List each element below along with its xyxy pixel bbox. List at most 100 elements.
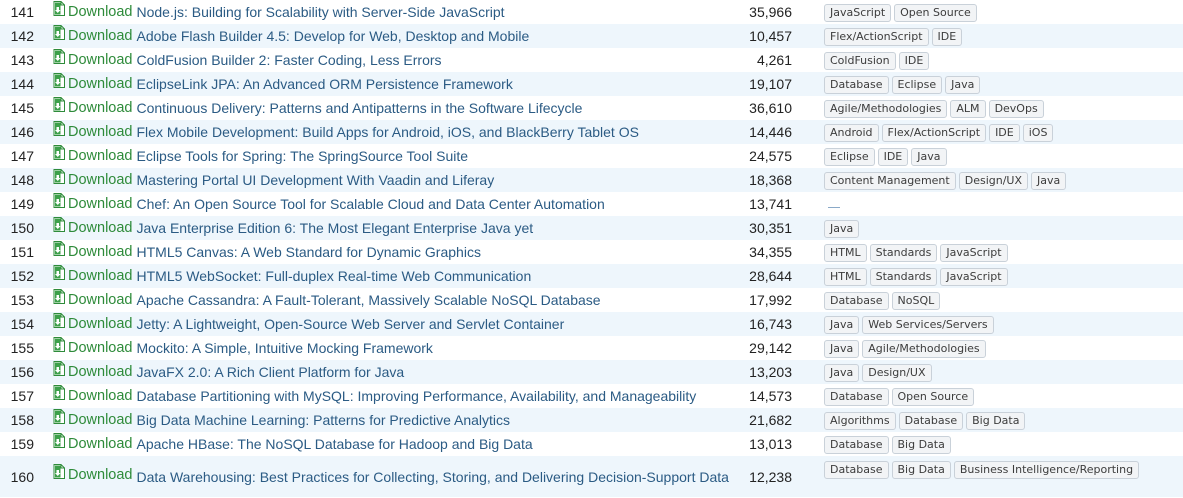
download-link[interactable]: Download xyxy=(52,385,133,404)
refcard-title-link[interactable]: HTML5 Canvas: A Web Standard for Dynamic… xyxy=(136,244,481,260)
view-count: 10,457 xyxy=(749,28,792,44)
view-count: 16,743 xyxy=(749,316,792,332)
tag-badge[interactable]: Java xyxy=(824,340,860,358)
tag-badge[interactable]: IDE xyxy=(989,124,1020,142)
download-link[interactable]: Download xyxy=(52,463,133,483)
tag-badge[interactable]: Web Services/Servers xyxy=(862,316,994,334)
tag-badge[interactable]: HTML xyxy=(824,244,867,262)
download-link[interactable]: Download xyxy=(52,49,133,68)
view-count: 13,013 xyxy=(749,436,792,452)
refcard-title-link[interactable]: HTML5 WebSocket: Full-duplex Real-time W… xyxy=(136,268,532,284)
download-link[interactable]: Download xyxy=(52,25,133,44)
tag-badge[interactable]: Database xyxy=(824,436,889,454)
tag-badge[interactable]: IDE xyxy=(877,148,909,166)
refcard-title-link[interactable]: Data Warehousing: Best Practices for Col… xyxy=(136,468,729,485)
tag-badge[interactable]: Java xyxy=(911,148,947,166)
row-number: 146 xyxy=(10,124,34,140)
tag-badge[interactable]: Agile/Methodologies xyxy=(824,100,948,118)
download-link[interactable]: Download xyxy=(52,337,133,356)
tag-badge[interactable]: ALM xyxy=(950,100,986,118)
tag-badge[interactable]: Java xyxy=(824,316,860,334)
refcard-title-link[interactable]: Apache HBase: The NoSQL Database for Had… xyxy=(136,436,533,452)
table-row: 159 Download Apache HBase: The NoSQL Dat… xyxy=(0,432,1183,456)
refcard-title-link[interactable]: Chef: An Open Source Tool for Scalable C… xyxy=(136,196,605,212)
view-count: 34,355 xyxy=(749,244,792,260)
row-number: 154 xyxy=(10,316,34,332)
refcard-title-link[interactable]: Continuous Delivery: Patterns and Antipa… xyxy=(136,100,583,116)
tag-list: JavaScript Open Source xyxy=(820,0,1183,24)
tag-badge[interactable]: Algorithms xyxy=(824,412,896,430)
tag-badge[interactable]: Big Data xyxy=(891,436,951,454)
download-link[interactable]: Download xyxy=(52,1,133,20)
tag-badge[interactable]: Database xyxy=(824,461,889,479)
tag-badge[interactable]: Agile/Methodologies xyxy=(862,340,986,358)
tag-badge[interactable]: Open Source xyxy=(891,388,975,406)
download-link[interactable]: Download xyxy=(52,193,133,212)
refcard-title-link[interactable]: Mockito: A Simple, Intuitive Mocking Fra… xyxy=(136,340,433,356)
tag-badge[interactable]: iOS xyxy=(1022,124,1054,142)
download-link[interactable]: Download xyxy=(52,409,133,428)
tag-badge[interactable]: Database xyxy=(824,292,889,310)
tag-badge[interactable]: Eclipse xyxy=(891,76,943,94)
refcard-title-link[interactable]: Mastering Portal UI Development With Vaa… xyxy=(136,172,495,188)
tag-badge[interactable]: IDE xyxy=(931,28,963,46)
no-tags-dash xyxy=(828,207,840,208)
tag-badge[interactable]: Flex/ActionScript xyxy=(881,124,987,142)
tag-badge[interactable]: Eclipse xyxy=(824,148,875,166)
download-link[interactable]: Download xyxy=(52,73,133,92)
download-link[interactable]: Download xyxy=(52,241,133,260)
download-link[interactable]: Download xyxy=(52,169,133,188)
tag-badge[interactable]: Big Data xyxy=(891,461,951,479)
tag-badge[interactable]: HTML xyxy=(824,268,867,286)
refcard-title-link[interactable]: Jetty: A Lightweight, Open-Source Web Se… xyxy=(136,316,565,332)
tag-badge[interactable]: Database xyxy=(898,412,964,430)
tag-badge[interactable]: IDE xyxy=(898,52,930,70)
tag-badge[interactable]: Design/UX xyxy=(862,364,932,382)
tag-badge[interactable]: Java xyxy=(1031,172,1067,190)
download-link[interactable]: Download xyxy=(52,265,133,284)
table-row: 158 Download Big Data Machine Learning: … xyxy=(0,408,1183,432)
tag-badge[interactable]: JavaScript xyxy=(940,244,1008,262)
tag-badge[interactable]: ColdFusion xyxy=(824,52,896,70)
tag-badge[interactable]: Java xyxy=(945,76,981,94)
tag-badge[interactable]: JavaScript xyxy=(940,268,1008,286)
tag-badge[interactable]: Database xyxy=(824,388,889,406)
tag-badge[interactable]: Flex/ActionScript xyxy=(824,28,929,46)
download-link[interactable]: Download xyxy=(52,217,133,236)
refcard-title-link[interactable]: ColdFusion Builder 2: Faster Coding, Les… xyxy=(136,52,442,68)
refcard-title-link[interactable]: EclipseLink JPA: An Advanced ORM Persist… xyxy=(136,76,513,92)
tag-badge[interactable]: Database xyxy=(824,76,889,94)
refcard-title-link[interactable]: Apache Cassandra: A Fault-Tolerant, Mass… xyxy=(136,292,601,308)
tag-badge[interactable]: DevOps xyxy=(988,100,1044,118)
refcard-title-link[interactable]: Eclipse Tools for Spring: The SpringSour… xyxy=(136,148,469,164)
tag-badge[interactable]: Java xyxy=(824,220,860,238)
download-link[interactable]: Download xyxy=(52,121,133,140)
download-link[interactable]: Download xyxy=(52,313,133,332)
tag-badge[interactable]: NoSQL xyxy=(891,292,941,310)
download-link[interactable]: Download xyxy=(52,361,133,380)
refcard-title-link[interactable]: Big Data Machine Learning: Patterns for … xyxy=(136,412,511,428)
download-link[interactable]: Download xyxy=(52,145,133,164)
refcard-title-link[interactable]: Node.js: Building for Scalability with S… xyxy=(136,4,505,20)
tag-badge[interactable]: Standards xyxy=(869,268,938,286)
download-link[interactable]: Download xyxy=(52,289,133,308)
tag-badge[interactable]: JavaScript xyxy=(824,4,892,22)
refcard-title-link[interactable]: Java Enterprise Edition 6: The Most Eleg… xyxy=(136,220,534,236)
tag-badge[interactable]: Business Intelligence/Reporting xyxy=(953,461,1140,479)
tag-badge[interactable]: Design/UX xyxy=(958,172,1028,190)
tag-badge[interactable]: Android xyxy=(824,124,879,142)
tag-list: Java xyxy=(820,216,1183,240)
download-label: Download xyxy=(68,172,133,188)
download-label: Download xyxy=(68,436,133,452)
tag-badge[interactable]: Open Source xyxy=(894,4,977,22)
tag-badge[interactable]: Java xyxy=(824,364,860,382)
refcard-title-link[interactable]: Database Partitioning with MySQL: Improv… xyxy=(136,388,697,404)
refcard-title-link[interactable]: JavaFX 2.0: A Rich Client Platform for J… xyxy=(136,364,405,380)
download-link[interactable]: Download xyxy=(52,433,133,452)
download-link[interactable]: Download xyxy=(52,97,133,116)
tag-badge[interactable]: Big Data xyxy=(966,412,1026,430)
tag-badge[interactable]: Content Management xyxy=(824,172,956,190)
tag-badge[interactable]: Standards xyxy=(869,244,938,262)
refcard-title-link[interactable]: Flex Mobile Development: Build Apps for … xyxy=(136,124,639,140)
refcard-title-link[interactable]: Adobe Flash Builder 4.5: Develop for Web… xyxy=(136,28,530,44)
